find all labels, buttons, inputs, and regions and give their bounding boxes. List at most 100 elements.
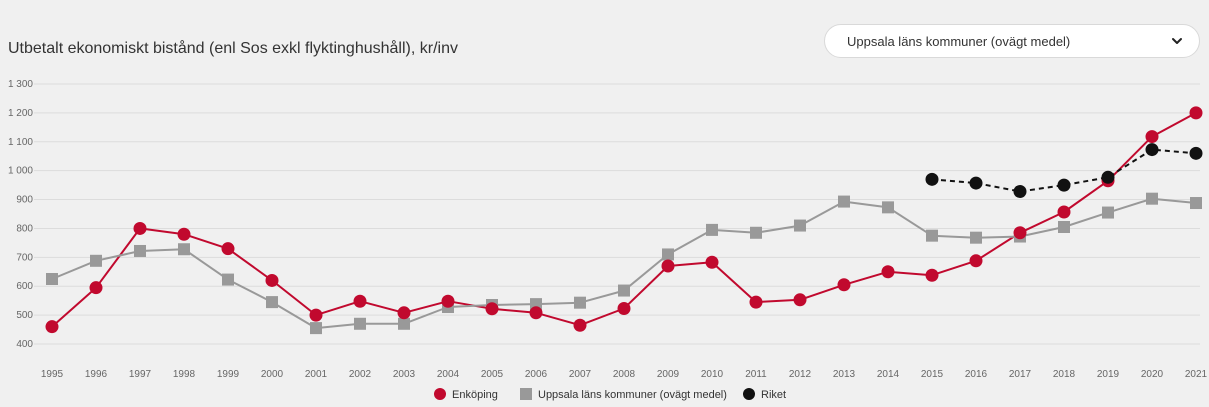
data-point-uppsala [838,195,850,208]
chart-title: Utbetalt ekonomiskt bistånd (enl Sos exk… [8,40,458,57]
data-point-enkoping [45,320,59,334]
x-tick-label: 2010 [701,369,724,380]
legend-marker [743,388,755,400]
legend-label: Uppsala läns kommuner (ovägt medel) [538,389,727,401]
x-tick-label: 2019 [1097,369,1120,380]
data-point-riket [1013,184,1027,198]
data-point-uppsala [90,254,102,267]
data-point-uppsala [750,226,762,239]
data-point-enkoping [133,221,147,235]
data-point-enkoping [1057,205,1071,219]
data-point-uppsala [46,273,58,285]
data-point-uppsala [266,296,278,309]
y-tick-label: 500 [16,310,33,321]
y-tick-label: 400 [16,339,33,350]
data-point-uppsala [926,229,938,242]
x-tick-label: 1995 [41,369,64,380]
x-tick-label: 2009 [657,369,680,380]
x-tick-label: 2013 [833,369,856,380]
data-point-uppsala [882,201,894,214]
data-point-enkoping [221,242,235,256]
x-tick-label: 2016 [965,369,988,380]
data-point-enkoping [1145,130,1159,144]
x-tick-label: 2021 [1185,369,1208,380]
x-tick-label: 2018 [1053,369,1076,380]
data-point-enkoping [925,268,939,282]
data-point-uppsala [618,284,630,297]
data-point-uppsala [1146,192,1158,205]
x-tick-label: 2008 [613,369,636,380]
y-tick-label: 800 [16,223,33,234]
legend-label: Riket [761,389,786,401]
x-tick-label: 2017 [1009,369,1032,380]
x-tick-label: 2014 [877,369,900,380]
data-point-uppsala [1058,221,1070,233]
data-point-uppsala [574,296,586,309]
y-tick-label: 1 100 [8,137,33,148]
data-point-uppsala [970,231,982,244]
data-point-enkoping [397,306,411,320]
x-tick-label: 2002 [349,369,372,380]
data-point-uppsala [706,223,718,236]
data-point-riket [1057,178,1071,192]
data-point-enkoping [485,302,499,316]
data-point-enkoping [265,273,279,287]
x-tick-label: 2011 [745,369,767,380]
x-tick-label: 2001 [305,369,328,380]
x-tick-label: 2006 [525,369,548,380]
data-point-enkoping [661,259,675,273]
data-point-riket [1101,170,1115,184]
y-tick-label: 900 [16,195,33,206]
x-tick-label: 2003 [393,369,416,380]
data-point-enkoping [969,254,983,268]
x-tick-label: 1996 [85,369,108,380]
data-point-riket [1189,146,1203,160]
data-point-enkoping [749,295,763,309]
region-dropdown[interactable]: Uppsala läns kommuner (ovägt medel) [824,24,1200,58]
data-point-enkoping [705,255,719,269]
y-tick-label: 1 300 [8,79,33,90]
data-point-riket [1145,143,1159,157]
data-point-enkoping [309,308,323,322]
data-point-enkoping [881,265,895,279]
data-point-uppsala [178,243,190,256]
y-tick-label: 600 [16,281,33,292]
dropdown-selected-value: Uppsala läns kommuner (ovägt medel) [847,34,1071,49]
data-point-uppsala [310,322,322,335]
data-point-uppsala [222,273,234,286]
data-point-enkoping [177,227,191,241]
x-tick-label: 2000 [261,369,284,380]
data-point-riket [925,172,939,186]
data-point-uppsala [794,219,806,232]
data-point-enkoping [617,301,631,315]
data-point-enkoping [529,306,543,320]
x-tick-label: 1997 [129,369,152,380]
data-point-enkoping [441,294,455,308]
data-point-enkoping [353,294,367,308]
legend-marker [520,388,532,400]
x-tick-label: 2015 [921,369,944,380]
x-tick-label: 2007 [569,369,592,380]
x-tick-label: 2012 [789,369,812,380]
y-tick-label: 1 200 [8,108,33,119]
data-point-uppsala [1102,206,1114,219]
x-tick-label: 2020 [1141,369,1164,380]
data-point-uppsala [1190,197,1202,210]
data-point-uppsala [354,317,366,330]
legend-marker [434,388,446,400]
data-point-riket [969,176,983,190]
x-tick-label: 2004 [437,369,460,380]
data-point-uppsala [398,317,410,330]
data-point-enkoping [89,281,103,295]
x-tick-label: 1999 [217,369,240,380]
data-point-enkoping [793,293,807,307]
data-point-uppsala [134,244,146,257]
data-point-enkoping [1013,226,1027,240]
data-point-uppsala [662,248,674,261]
x-tick-label: 1998 [173,369,196,380]
data-point-enkoping [1189,106,1203,120]
x-tick-label: 2005 [481,369,504,380]
y-tick-label: 1 000 [8,166,33,177]
chevron-down-icon [1172,38,1182,44]
